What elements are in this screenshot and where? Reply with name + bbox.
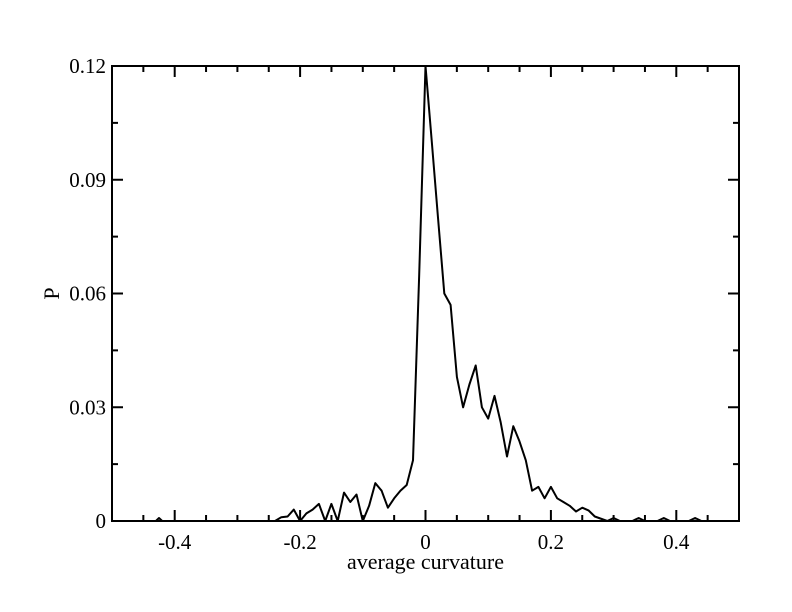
x-tick-label: 0.2 bbox=[538, 530, 564, 554]
y-tick-label: 0.03 bbox=[69, 395, 106, 419]
x-tick-label: -0.4 bbox=[158, 530, 192, 554]
y-tick-label: 0.12 bbox=[69, 54, 106, 78]
y-tick-label: 0 bbox=[96, 509, 107, 533]
x-tick-label: -0.2 bbox=[283, 530, 316, 554]
x-tick-label: 0.4 bbox=[663, 530, 690, 554]
x-axis-label: average curvature bbox=[347, 549, 504, 574]
series-line bbox=[155, 65, 702, 522]
tick-labels: -0.4 -0.2 0 0.2 0.4 0 0.03 0.06 0.09 0.12 bbox=[69, 54, 690, 554]
plot-frame bbox=[111, 65, 740, 522]
y-axis-label: P bbox=[39, 287, 64, 299]
y-tick-label: 0.09 bbox=[69, 168, 106, 192]
x-tick-label: 0 bbox=[420, 530, 431, 554]
y-tick-label: 0.06 bbox=[69, 282, 106, 306]
axis-ticks bbox=[112, 65, 739, 522]
